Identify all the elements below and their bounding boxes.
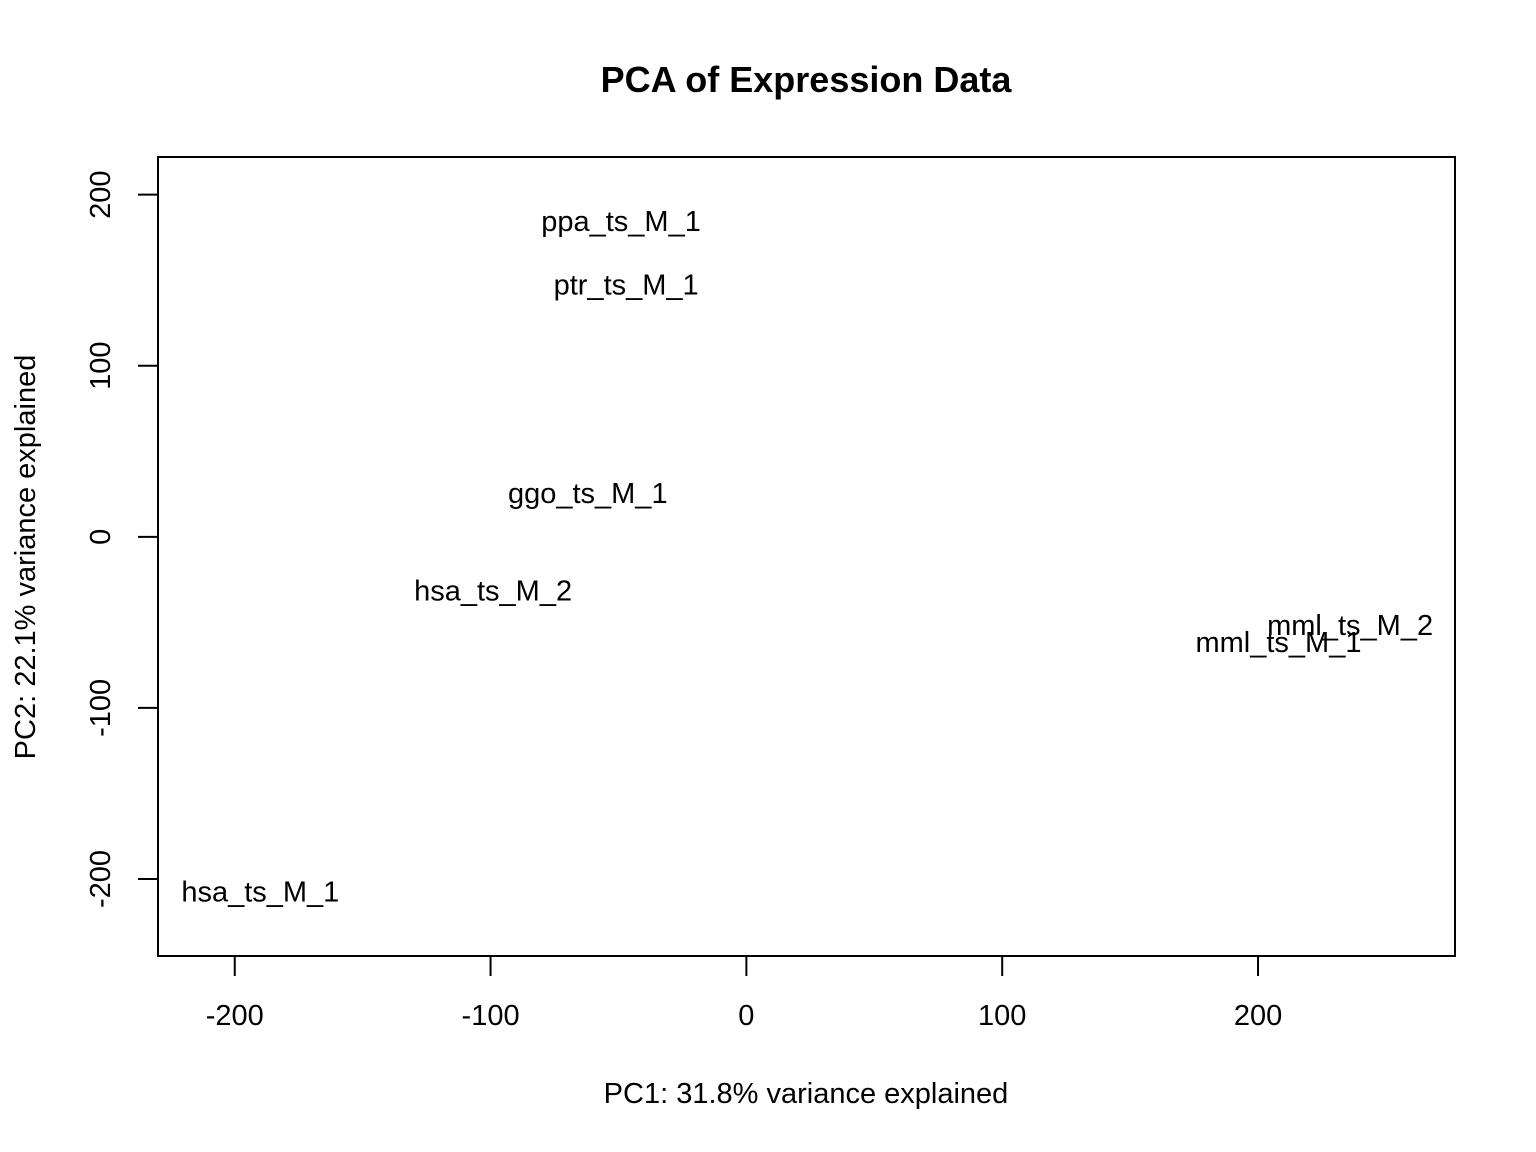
- y-tick-label: 100: [85, 342, 117, 390]
- y-axis: -200 -100 0 100 200: [85, 170, 159, 908]
- data-point-label: hsa_ts_M_2: [414, 576, 572, 608]
- x-tick-label: -100: [462, 1000, 520, 1032]
- x-tick-label: 100: [978, 1000, 1026, 1032]
- data-point-label: mml_ts_M_2: [1267, 610, 1433, 642]
- data-point-label: ppa_ts_M_1: [541, 206, 701, 238]
- y-tick-label: -100: [85, 679, 117, 737]
- chart-title: PCA of Expression Data: [601, 59, 1013, 100]
- y-tick-label: 0: [85, 529, 117, 545]
- x-axis: -200 -100 0 100 200: [206, 955, 1282, 1032]
- data-point-label: ggo_ts_M_1: [508, 478, 668, 510]
- data-point-label: hsa_ts_M_1: [181, 877, 339, 909]
- y-tick-label: -200: [85, 850, 117, 908]
- x-tick-label: -200: [206, 1000, 264, 1032]
- plot-area-frame: [157, 156, 1456, 957]
- y-axis-label: PC2: 22.1% variance explained: [10, 355, 42, 760]
- x-tick-label: 0: [738, 1000, 754, 1032]
- point-labels: ppa_ts_M_1 ptr_ts_M_1 ggo_ts_M_1 hsa_ts_M_2…: [181, 206, 1433, 909]
- data-point-label: mml_ts_M_1: [1195, 627, 1361, 659]
- x-axis-label: PC1: 31.8% variance explained: [604, 1078, 1009, 1110]
- x-tick-label: 200: [1234, 1000, 1282, 1032]
- y-tick-label: 200: [85, 170, 117, 218]
- data-point-label: ptr_ts_M_1: [554, 269, 699, 301]
